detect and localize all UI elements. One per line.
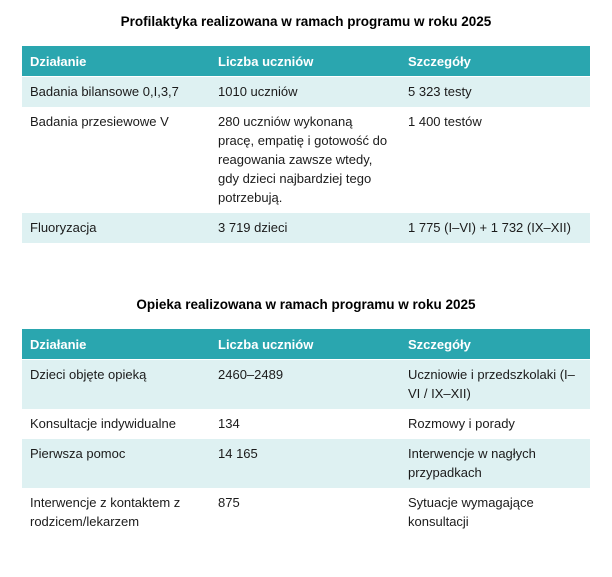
table-row: Badania przesiewowe V 280 uczniów wykona…	[22, 107, 590, 213]
table-cell-action: Fluoryzacja	[22, 213, 210, 243]
opieka-table: Działanie Liczba uczniów Szczegóły Dziec…	[22, 329, 590, 537]
table-row: Konsultacje indywidualne 134 Rozmowy i p…	[22, 409, 590, 439]
table-cell-action: Badania przesiewowe V	[22, 107, 210, 213]
header-row: Działanie Liczba uczniów Szczegóły	[22, 46, 590, 77]
column-header-dzialanie: Działanie	[22, 329, 210, 360]
column-header-liczba-uczniow: Liczba uczniów	[210, 329, 400, 360]
table-cell-count: 14 165	[210, 439, 400, 488]
table-cell-details: 1 775 (I–VI) + 1 732 (IX–XII)	[400, 213, 590, 243]
table-cell-details: 1 400 testów	[400, 107, 590, 213]
table-row: Dzieci objęte opieką 2460–2489 Uczniowie…	[22, 359, 590, 409]
table-cell-details: Uczniowie i przedszkolaki (I–VI / IX–XII…	[400, 359, 590, 409]
opieka-table-title: Opieka realizowana w ramach programu w r…	[136, 297, 476, 312]
profilaktyka-table-body: Badania bilansowe 0,I,3,7 1010 uczniów 5…	[22, 76, 590, 243]
table-cell-count: 1010 uczniów	[210, 76, 400, 107]
page: Profilaktyka realizowana w ramach progra…	[22, 13, 590, 537]
profilaktyka-table: Działanie Liczba uczniów Szczegóły Badan…	[22, 46, 590, 243]
column-header-liczba-uczniow: Liczba uczniów	[210, 46, 400, 77]
profilaktyka-section: Profilaktyka realizowana w ramach progra…	[22, 13, 590, 243]
table-cell-details: Rozmowy i porady	[400, 409, 590, 439]
table-cell-count: 3 719 dzieci	[210, 213, 400, 243]
table-cell-action: Badania bilansowe 0,I,3,7	[22, 76, 210, 107]
column-header-dzialanie: Działanie	[22, 46, 210, 77]
opieka-table-header: Działanie Liczba uczniów Szczegóły	[22, 329, 590, 360]
profilaktyka-table-title: Profilaktyka realizowana w ramach progra…	[120, 14, 492, 29]
table-cell-action: Dzieci objęte opieką	[22, 359, 210, 409]
table-cell-count: 875	[210, 488, 400, 537]
table-cell-details: Sytuacje wymagające konsultacji	[400, 488, 590, 537]
table-cell-action: Pierwsza pomoc	[22, 439, 210, 488]
table-cell-count: 134	[210, 409, 400, 439]
opieka-section: Opieka realizowana w ramach programu w r…	[22, 296, 590, 537]
column-header-szczegoly: Szczegóły	[400, 46, 590, 77]
table-cell-count: 280 uczniów wykonaną pracę, empatię i go…	[210, 107, 400, 213]
table-cell-count: 2460–2489	[210, 359, 400, 409]
table-cell-action: Konsultacje indywidualne	[22, 409, 210, 439]
opieka-table-body: Dzieci objęte opieką 2460–2489 Uczniowie…	[22, 359, 590, 537]
profilaktyka-table-header: Działanie Liczba uczniów Szczegóły	[22, 46, 590, 77]
table-row: Badania bilansowe 0,I,3,7 1010 uczniów 5…	[22, 76, 590, 107]
table-row: Pierwsza pomoc 14 165 Interwencje w nagł…	[22, 439, 590, 488]
table-row: Fluoryzacja 3 719 dzieci 1 775 (I–VI) + …	[22, 213, 590, 243]
table-cell-action: Interwencje z kontaktem z rodzicem/lekar…	[22, 488, 210, 537]
table-cell-details: 5 323 testy	[400, 76, 590, 107]
column-header-szczegoly: Szczegóły	[400, 329, 590, 360]
header-row: Działanie Liczba uczniów Szczegóły	[22, 329, 590, 360]
table-cell-details: Interwencje w nagłych przypadkach	[400, 439, 590, 488]
table-row: Interwencje z kontaktem z rodzicem/lekar…	[22, 488, 590, 537]
